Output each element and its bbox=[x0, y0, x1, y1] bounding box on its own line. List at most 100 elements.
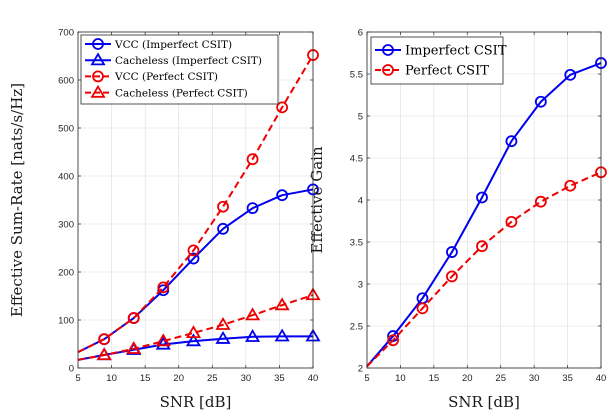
y-tick-label: 0 bbox=[69, 364, 74, 375]
x-tick-label: 25 bbox=[207, 373, 218, 384]
data-point bbox=[564, 68, 577, 81]
legend-marker bbox=[90, 52, 106, 66]
y-axis-label: Effective Gain bbox=[308, 146, 326, 254]
legend-label: Cacheless (Perfect CSIT) bbox=[115, 87, 248, 99]
y-tick-label: 500 bbox=[58, 124, 74, 135]
x-tick-label: 5 bbox=[75, 373, 80, 384]
x-tick-label: 30 bbox=[529, 373, 540, 384]
data-point bbox=[244, 329, 261, 342]
legend-marker bbox=[90, 84, 106, 98]
legend: Imperfect CSIT Perfect CSIT bbox=[370, 36, 507, 85]
data-point bbox=[274, 328, 290, 342]
data-point bbox=[127, 312, 140, 324]
legend-item: Perfect CSIT bbox=[375, 64, 489, 79]
legend-item: Cacheless (Perfect CSIT) bbox=[85, 84, 248, 99]
x-tick-label: 30 bbox=[241, 373, 252, 384]
x-tick-label: 35 bbox=[562, 373, 573, 384]
legend-label: VCC (Perfect CSIT) bbox=[114, 71, 218, 83]
x-tick-label: 20 bbox=[173, 373, 184, 384]
x-tick-label: 20 bbox=[462, 373, 473, 384]
x-tick-label: 40 bbox=[596, 373, 607, 384]
data-point bbox=[217, 222, 229, 235]
x-tick-label: 25 bbox=[495, 373, 506, 384]
data-point bbox=[185, 333, 202, 347]
legend-label: Cacheless (Imperfect CSIT) bbox=[115, 55, 262, 67]
legend-item: VCC (Imperfect CSIT) bbox=[85, 38, 232, 51]
y-tick-label: 700 bbox=[58, 28, 74, 39]
x-tick-label: 15 bbox=[429, 373, 440, 384]
series-line bbox=[366, 171, 602, 368]
data-point bbox=[187, 252, 200, 265]
data-point bbox=[187, 244, 200, 257]
data-point bbox=[244, 307, 261, 321]
y-tick-label: 100 bbox=[58, 316, 74, 327]
data-point bbox=[476, 240, 488, 253]
data-point bbox=[126, 341, 142, 354]
y-tick-label: 600 bbox=[58, 76, 74, 87]
legend-marker bbox=[382, 44, 394, 56]
legend-label: Imperfect CSIT bbox=[405, 44, 507, 59]
x-tick-label: 10 bbox=[395, 373, 406, 384]
x-tick-label: 15 bbox=[140, 373, 151, 384]
legend-marker bbox=[92, 38, 104, 50]
y-tick-label: 6 bbox=[358, 28, 363, 39]
series-line bbox=[77, 188, 314, 354]
data-point bbox=[98, 333, 111, 346]
x-axis-label: SNR [dB] bbox=[160, 393, 232, 411]
data-point bbox=[564, 179, 577, 192]
data-point bbox=[217, 200, 229, 213]
plot-frame bbox=[77, 31, 314, 369]
series-cacheless-perfect-csit- bbox=[77, 287, 321, 361]
legend-item: VCC (Perfect CSIT) bbox=[85, 70, 218, 83]
legend-item: Cacheless (Imperfect CSIT) bbox=[85, 52, 262, 67]
data-point bbox=[476, 191, 488, 204]
y-tick-label: 3.5 bbox=[350, 238, 363, 249]
data-point bbox=[215, 330, 231, 344]
x-axis-label: SNR [dB] bbox=[448, 393, 520, 411]
data-point bbox=[96, 347, 112, 361]
y-tick-label: 2.5 bbox=[350, 322, 363, 333]
y-tick-label: 3 bbox=[358, 280, 363, 291]
data-point bbox=[446, 270, 458, 283]
data-point bbox=[276, 101, 289, 114]
data-point bbox=[274, 297, 290, 311]
x-tick-label: 35 bbox=[274, 373, 285, 384]
x-tick-label: 5 bbox=[364, 373, 369, 384]
data-point bbox=[155, 333, 171, 347]
data-point bbox=[505, 215, 518, 228]
y-tick-label: 5 bbox=[358, 112, 363, 123]
y-axis-label: Effective Sum-Rate [nats/s/Hz] bbox=[8, 83, 26, 317]
y-tick-label: 300 bbox=[58, 220, 74, 231]
data-point bbox=[505, 135, 518, 148]
data-point bbox=[276, 189, 289, 202]
data-point bbox=[534, 195, 547, 208]
x-tick-label: 40 bbox=[308, 373, 319, 384]
data-point bbox=[185, 325, 202, 339]
data-point bbox=[534, 95, 547, 108]
legend-label: VCC (Imperfect CSIT) bbox=[114, 39, 232, 51]
y-tick-label: 5.5 bbox=[350, 70, 363, 81]
chart-1: 5 10 15 20 25 30 35 400100200300400500600700SNR… bbox=[8, 28, 321, 411]
chart-2: 5 10 15 20 25 30 35 40 2 2.5 3 3.5 4 4.5 5 5.5 6 SNR [dB]… bbox=[308, 28, 607, 411]
series-line bbox=[77, 54, 314, 354]
data-point bbox=[446, 246, 458, 258]
data-point bbox=[246, 202, 259, 215]
legend-marker bbox=[382, 64, 394, 76]
legend-item: Imperfect CSIT bbox=[375, 44, 507, 59]
legend-label: Perfect CSIT bbox=[405, 64, 489, 79]
data-point bbox=[246, 153, 259, 166]
series-line bbox=[366, 62, 602, 367]
legend-marker bbox=[92, 70, 104, 83]
x-tick-label: 10 bbox=[106, 373, 117, 384]
y-tick-label: 400 bbox=[58, 172, 74, 183]
y-tick-label: 4 bbox=[358, 196, 363, 207]
data-point bbox=[155, 336, 171, 350]
data-point bbox=[215, 317, 231, 330]
y-tick-label: 2 bbox=[358, 364, 363, 375]
y-tick-label: 200 bbox=[58, 268, 74, 279]
legend: VCC (Imperfect CSIT) Cacheless (Imperfect… bbox=[80, 34, 279, 105]
y-tick-label: 4.5 bbox=[350, 154, 363, 165]
data-point bbox=[157, 281, 170, 294]
data-point bbox=[416, 302, 429, 315]
